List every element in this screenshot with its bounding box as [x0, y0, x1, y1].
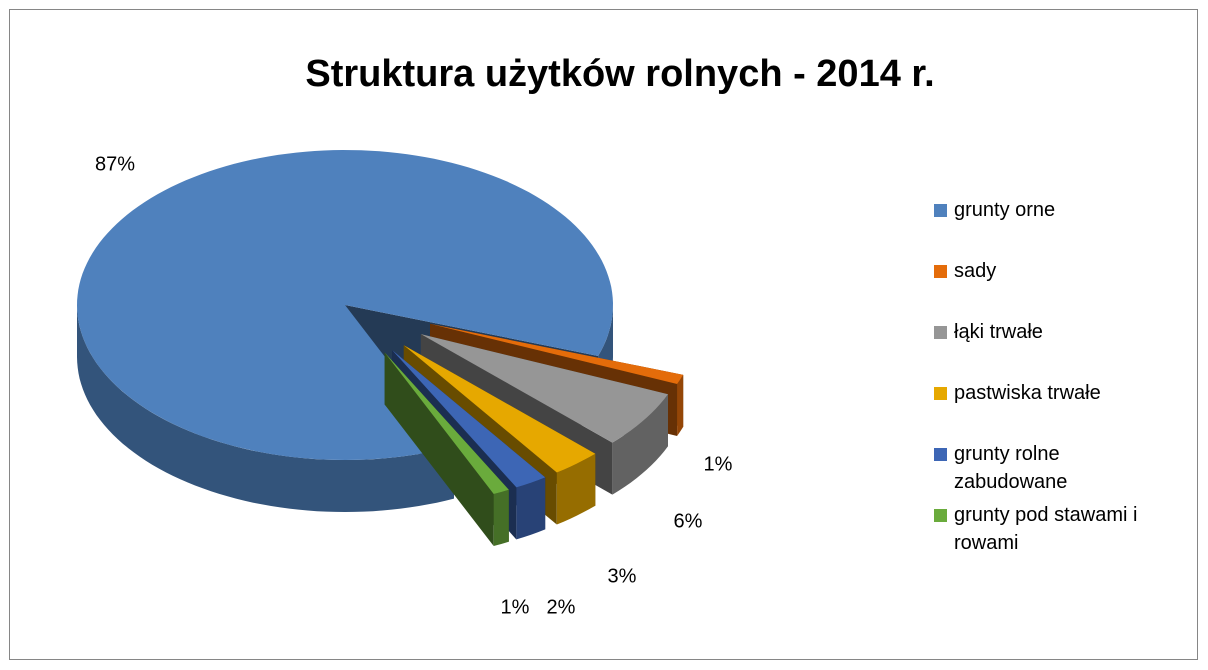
legend-label: grunty pod stawami i rowami [954, 504, 1138, 554]
legend-item: łąki trwałe [934, 318, 1184, 379]
data-label: 3% [608, 565, 637, 587]
legend-label: pastwiska trwałe [954, 382, 1101, 404]
legend-swatch [934, 265, 947, 278]
data-label: 87% [95, 153, 135, 175]
slice [403, 345, 596, 473]
legend-item: grunty orne [934, 196, 1184, 257]
slice [392, 350, 546, 488]
legend-item: sady [934, 257, 1184, 318]
legend-swatch [934, 387, 947, 400]
slice-wall [612, 394, 668, 495]
legend-label: grunty rolne zabudowane [954, 443, 1068, 493]
legend-label: grunty orne [954, 199, 1056, 221]
legend-swatch [934, 509, 947, 522]
data-label: 2% [547, 596, 576, 618]
data-label: 6% [674, 510, 703, 532]
legend-swatch [934, 448, 947, 461]
slice-wall [77, 305, 454, 512]
slice-side [384, 352, 494, 547]
data-label: 1% [501, 596, 530, 618]
legend-item: grunty rolne zabudowane [934, 440, 1184, 501]
slice-wall [493, 489, 509, 546]
legend-item: pastwiska trwałe [934, 379, 1184, 440]
legend-label: sady [954, 260, 997, 282]
chart-title: Struktura użytków rolnych - 2014 r. [305, 53, 934, 95]
slice [430, 323, 684, 384]
legend: grunty orne sady łąki trwałe pastwiska trwa… [934, 196, 1184, 562]
legend-label: łąki trwałe [954, 321, 1043, 343]
slice [384, 352, 509, 494]
slice-wall [677, 374, 684, 436]
slice-wall [556, 453, 596, 525]
slice [420, 334, 668, 443]
slice-wall [516, 477, 546, 540]
legend-swatch [934, 326, 947, 339]
slice [77, 150, 613, 460]
legend-item: grunty pod stawami i rowami [934, 501, 1184, 562]
legend-swatch [934, 204, 947, 217]
data-label: 1% [704, 453, 733, 475]
